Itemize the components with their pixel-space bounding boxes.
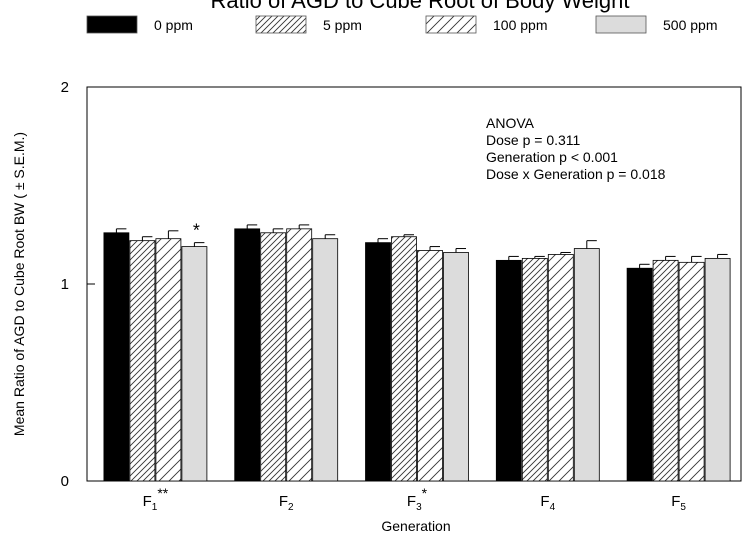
bar bbox=[704, 257, 731, 482]
category-subscript: 2 bbox=[288, 502, 294, 513]
bar bbox=[652, 259, 679, 482]
x-tick-label: F2 bbox=[279, 493, 294, 513]
legend: 0 ppm 5 ppm 100 ppm 500 ppm bbox=[86, 15, 717, 34]
bar bbox=[391, 236, 417, 482]
category-base: F bbox=[540, 493, 549, 510]
bar bbox=[286, 228, 313, 482]
x-tick-label: F1** bbox=[143, 485, 169, 513]
y-tick-label: 1 bbox=[61, 276, 69, 293]
bar bbox=[678, 261, 705, 482]
x-tick-label: F4 bbox=[540, 493, 555, 513]
x-tick-label: F3* bbox=[407, 485, 428, 513]
bar bbox=[181, 246, 208, 482]
category-subscript: 5 bbox=[680, 502, 686, 513]
y-tick-label: 2 bbox=[61, 79, 69, 96]
category-base: F bbox=[671, 493, 680, 510]
anova-annotation: ANOVA Dose p = 0.311 Generation p < 0.00… bbox=[486, 115, 666, 182]
anova-line: ANOVA bbox=[486, 115, 535, 131]
category-significance: ** bbox=[157, 485, 168, 501]
bar bbox=[521, 257, 548, 482]
category-base: F bbox=[143, 493, 152, 510]
significance-marker: * bbox=[193, 221, 200, 241]
category-significance: * bbox=[422, 485, 428, 501]
legend-label: 100 ppm bbox=[493, 17, 547, 33]
legend-swatch bbox=[595, 15, 647, 34]
bar bbox=[129, 240, 156, 482]
category-base: F bbox=[279, 493, 288, 510]
bar bbox=[495, 259, 522, 482]
category-subscript: 4 bbox=[550, 502, 556, 513]
y-tick-label: 0 bbox=[61, 473, 69, 490]
anova-line: Generation p < 0.001 bbox=[486, 149, 618, 165]
x-tick-label: F5 bbox=[671, 493, 686, 513]
bar bbox=[234, 228, 261, 482]
bar bbox=[417, 250, 443, 482]
x-axis-label: Generation bbox=[381, 518, 450, 534]
y-axis: 0 1 2 bbox=[61, 79, 95, 490]
legend-swatch bbox=[86, 15, 138, 34]
chart-title: Ratio of AGD to Cube Root of Body Weight bbox=[210, 0, 629, 13]
bar bbox=[312, 238, 339, 482]
bar bbox=[260, 232, 287, 482]
x-axis: F1** F2 F3* F4 F5 bbox=[143, 485, 687, 513]
bar bbox=[155, 238, 182, 482]
bar bbox=[443, 252, 469, 482]
legend-label: 0 ppm bbox=[154, 17, 193, 33]
category-subscript: 3 bbox=[416, 502, 422, 513]
category-subscript: 1 bbox=[152, 502, 158, 513]
legend-label: 500 ppm bbox=[663, 17, 717, 33]
bar bbox=[365, 242, 391, 482]
category-base: F bbox=[407, 493, 416, 510]
anova-line: Dose x Generation p = 0.018 bbox=[486, 166, 666, 182]
anova-line: Dose p = 0.311 bbox=[486, 132, 581, 148]
y-axis-label: Mean Ratio of AGD to Cube Root BW ( ± S.… bbox=[11, 132, 27, 436]
bar bbox=[626, 267, 653, 482]
bar bbox=[573, 248, 600, 482]
legend-label: 5 ppm bbox=[323, 17, 362, 33]
bar bbox=[103, 232, 130, 482]
legend-swatch bbox=[255, 15, 307, 34]
bars: * bbox=[103, 221, 731, 482]
bar bbox=[547, 254, 574, 482]
legend-swatch bbox=[425, 15, 477, 34]
